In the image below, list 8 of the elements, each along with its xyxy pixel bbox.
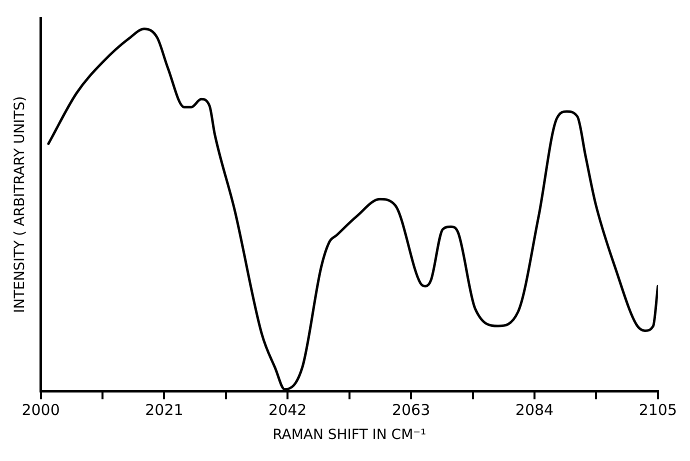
x-tick-label: 2084 <box>515 401 554 420</box>
x-tick-label: 2000 <box>22 401 60 420</box>
x-tick-label: 2021 <box>145 401 184 420</box>
x-tick-label: 2042 <box>268 401 307 420</box>
x-axis-title: RAMAN SHIFT IN CM⁻¹ <box>272 427 426 444</box>
x-tick-label: 2105 <box>638 401 678 420</box>
x-tick-label: 2063 <box>392 401 430 420</box>
y-axis-title: INTENSITY ( ARBITRARY UNITS) <box>12 96 28 314</box>
